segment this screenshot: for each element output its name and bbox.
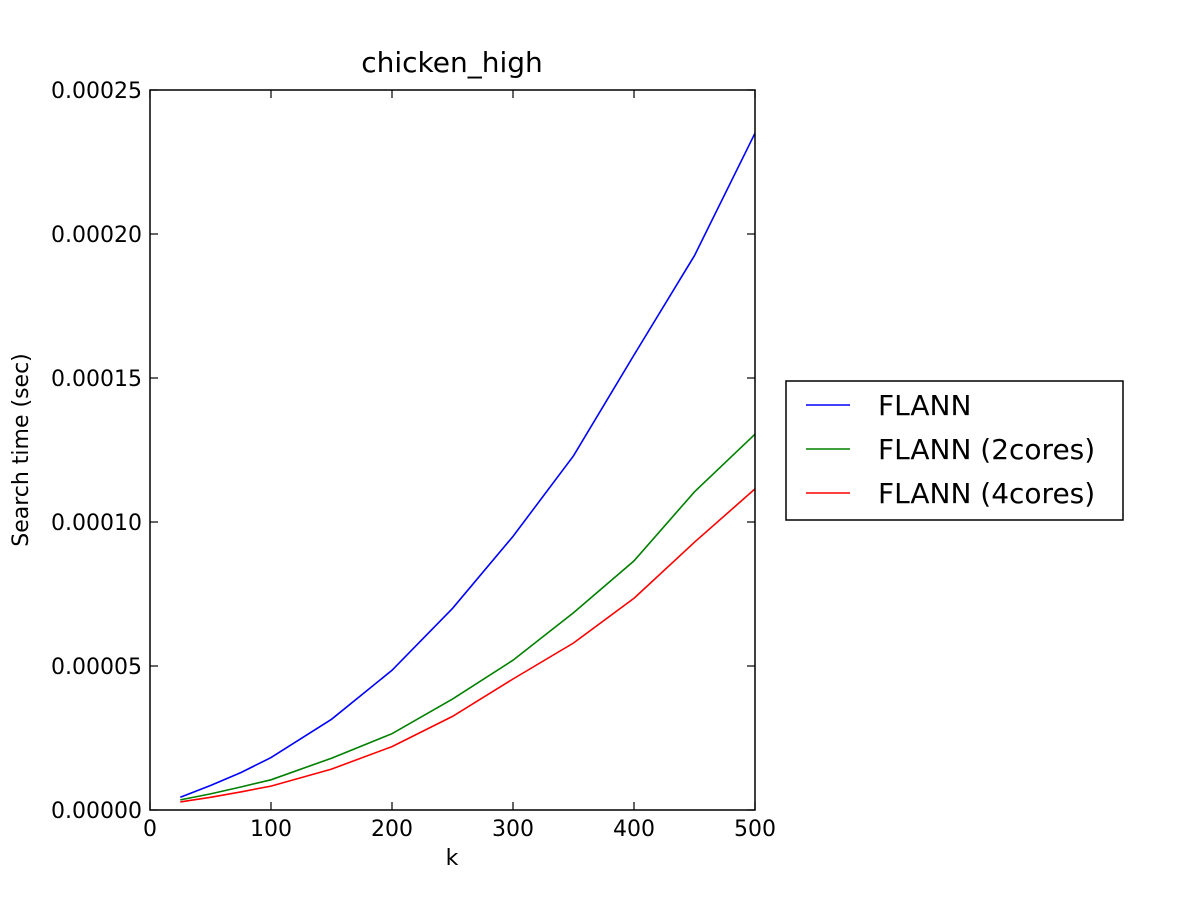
x-tick-label: 400 xyxy=(613,817,655,842)
x-tick-label: 0 xyxy=(143,817,157,842)
y-tick-label: 0.00005 xyxy=(51,655,142,680)
legend-label: FLANN xyxy=(878,389,971,422)
y-tick-label: 0.00000 xyxy=(51,799,142,824)
x-tick-label: 500 xyxy=(734,817,776,842)
series-line-2 xyxy=(180,433,756,801)
y-axis-label: Search time (sec) xyxy=(9,353,34,547)
series-line-1 xyxy=(180,132,756,799)
plot-frame xyxy=(149,89,756,811)
x-tick-label: 300 xyxy=(492,817,534,842)
x-tick-label: 100 xyxy=(250,817,292,842)
y-axis-ticks: 0.00000 0.00005 0.00010 0.00015 0.00020 0.000… xyxy=(51,79,755,824)
legend-entries: FLANN FLANN (2cores) FLANN (4cores) xyxy=(806,389,1095,510)
y-tick-label: 0.00025 xyxy=(51,79,142,104)
x-axis-label: k xyxy=(446,846,459,871)
series-line-3 xyxy=(180,488,756,803)
legend: FLANN FLANN (2cores) FLANN (4cores) xyxy=(785,380,1124,521)
x-axis-ticks: 0 100 200 300 400 500 xyxy=(143,90,776,842)
y-tick-label: 0.00020 xyxy=(51,223,142,248)
y-tick-label: 0.00015 xyxy=(51,367,142,392)
legend-box xyxy=(785,380,1124,521)
series-lines xyxy=(180,132,756,803)
chart-title: chicken_high xyxy=(361,46,543,79)
legend-label: FLANN (2cores) xyxy=(878,433,1095,466)
y-tick-label: 0.00010 xyxy=(51,511,142,536)
legend-label: FLANN (4cores) xyxy=(878,477,1095,510)
x-tick-label: 200 xyxy=(371,817,413,842)
